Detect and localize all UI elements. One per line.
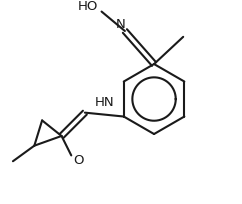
Text: N: N — [116, 18, 126, 31]
Text: O: O — [73, 154, 83, 167]
Text: HO: HO — [78, 0, 98, 13]
Text: HN: HN — [94, 96, 114, 109]
